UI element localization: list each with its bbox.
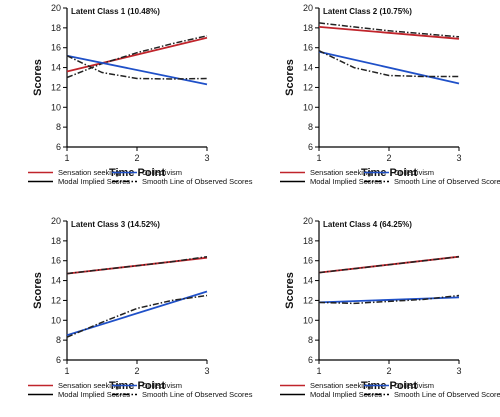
- y-tick-label: 6: [56, 142, 61, 152]
- y-tick-label: 12: [303, 295, 313, 305]
- y-tick-label: 10: [51, 102, 61, 112]
- x-tick-label: 2: [386, 153, 391, 163]
- x-tick-label: 3: [204, 153, 209, 163]
- y-tick-label: 16: [303, 43, 313, 53]
- legend-label: Modal Implied Scores: [310, 177, 382, 186]
- sensation-seeking-observed-line: [318, 255, 460, 274]
- legend-label: Smooth Line of Observed Scores: [142, 177, 253, 186]
- legend-label: Sensation seeking: [310, 168, 371, 177]
- x-tick-label: 1: [316, 366, 321, 376]
- x-tick-label: 3: [204, 366, 209, 376]
- y-axis-label: Scores: [284, 59, 296, 96]
- y-tick-label: 14: [51, 63, 61, 73]
- panel-title: Latent Class 2 (10.75%): [323, 7, 412, 16]
- x-axis-label: Time Point: [109, 167, 165, 179]
- y-tick-label: 12: [51, 82, 61, 92]
- y-tick-label: 18: [51, 23, 61, 33]
- x-tick-label: 2: [386, 366, 391, 376]
- collectivism-modal-line: [66, 290, 208, 337]
- y-tick-label: 6: [56, 355, 61, 365]
- x-axis-label: Time Point: [109, 380, 165, 392]
- y-tick-label: 8: [308, 335, 313, 345]
- sensation-seeking-observed-line: [66, 255, 208, 275]
- legend-label: Collectivism: [394, 381, 434, 390]
- x-axis-label: Time Point: [361, 167, 417, 179]
- x-tick-label: 2: [134, 366, 139, 376]
- y-tick-label: 14: [303, 276, 313, 286]
- collectivism-observed-line: [66, 294, 208, 338]
- y-tick-label: 18: [51, 236, 61, 246]
- legend-label: Modal Implied Scores: [58, 390, 130, 399]
- y-axis-label: Scores: [32, 59, 44, 96]
- y-tick-label: 14: [303, 63, 313, 73]
- y-tick-label: 14: [51, 276, 61, 286]
- sensation-seeking-observed-line: [318, 22, 460, 38]
- legend-label: Sensation seeking: [58, 168, 119, 177]
- collectivism-observed-line: [318, 294, 460, 305]
- panel-title: Latent Class 3 (14.52%): [71, 220, 160, 229]
- y-tick-label: 8: [56, 122, 61, 132]
- y-tick-label: 10: [303, 102, 313, 112]
- x-tick-label: 1: [64, 153, 69, 163]
- x-axis-label: Time Point: [361, 380, 417, 392]
- x-tick-label: 3: [456, 366, 461, 376]
- y-tick-label: 16: [303, 256, 313, 266]
- legend-label: Smooth Line of Observed Scores: [394, 390, 500, 399]
- sensation-seeking-observed-line: [66, 35, 208, 79]
- collectivism-modal-line: [318, 50, 460, 85]
- legend-label: Collectivism: [394, 168, 434, 177]
- legend-label: Smooth Line of Observed Scores: [394, 177, 500, 186]
- y-tick-label: 8: [308, 122, 313, 132]
- panel-title: Latent Class 4 (64.25%): [323, 220, 412, 229]
- collectivism-observed-line: [66, 55, 208, 80]
- panel-title: Latent Class 1 (10.48%): [71, 7, 160, 16]
- y-tick-label: 6: [308, 142, 313, 152]
- sensation-seeking-modal-line: [318, 26, 460, 40]
- legend-label: Collectivism: [142, 381, 182, 390]
- legend-label: Modal Implied Scores: [58, 177, 130, 186]
- y-tick-label: 20: [51, 3, 61, 13]
- legend-label: Sensation seeking: [310, 381, 371, 390]
- x-tick-label: 3: [456, 153, 461, 163]
- y-tick-label: 10: [303, 315, 313, 325]
- y-tick-label: 20: [303, 216, 313, 226]
- y-tick-label: 12: [303, 82, 313, 92]
- y-tick-label: 20: [51, 216, 61, 226]
- x-tick-label: 1: [316, 153, 321, 163]
- legend-label: Smooth Line of Observed Scores: [142, 390, 253, 399]
- legend-label: Modal Implied Scores: [310, 390, 382, 399]
- legend-label: Sensation seeking: [58, 381, 119, 390]
- y-axis-label: Scores: [284, 272, 296, 309]
- y-tick-label: 6: [308, 355, 313, 365]
- y-tick-label: 12: [51, 295, 61, 305]
- y-tick-label: 8: [56, 335, 61, 345]
- x-tick-label: 1: [64, 366, 69, 376]
- y-tick-label: 18: [303, 23, 313, 33]
- collectivism-modal-line: [66, 54, 208, 86]
- legend-label: Collectivism: [142, 168, 182, 177]
- y-axis-label: Scores: [32, 272, 44, 309]
- y-tick-label: 16: [51, 43, 61, 53]
- y-tick-label: 10: [51, 315, 61, 325]
- y-tick-label: 18: [303, 236, 313, 246]
- x-tick-label: 2: [134, 153, 139, 163]
- sensation-seeking-modal-line: [66, 36, 208, 73]
- y-tick-label: 16: [51, 256, 61, 266]
- collectivism-observed-line: [318, 50, 459, 78]
- y-tick-label: 20: [303, 3, 313, 13]
